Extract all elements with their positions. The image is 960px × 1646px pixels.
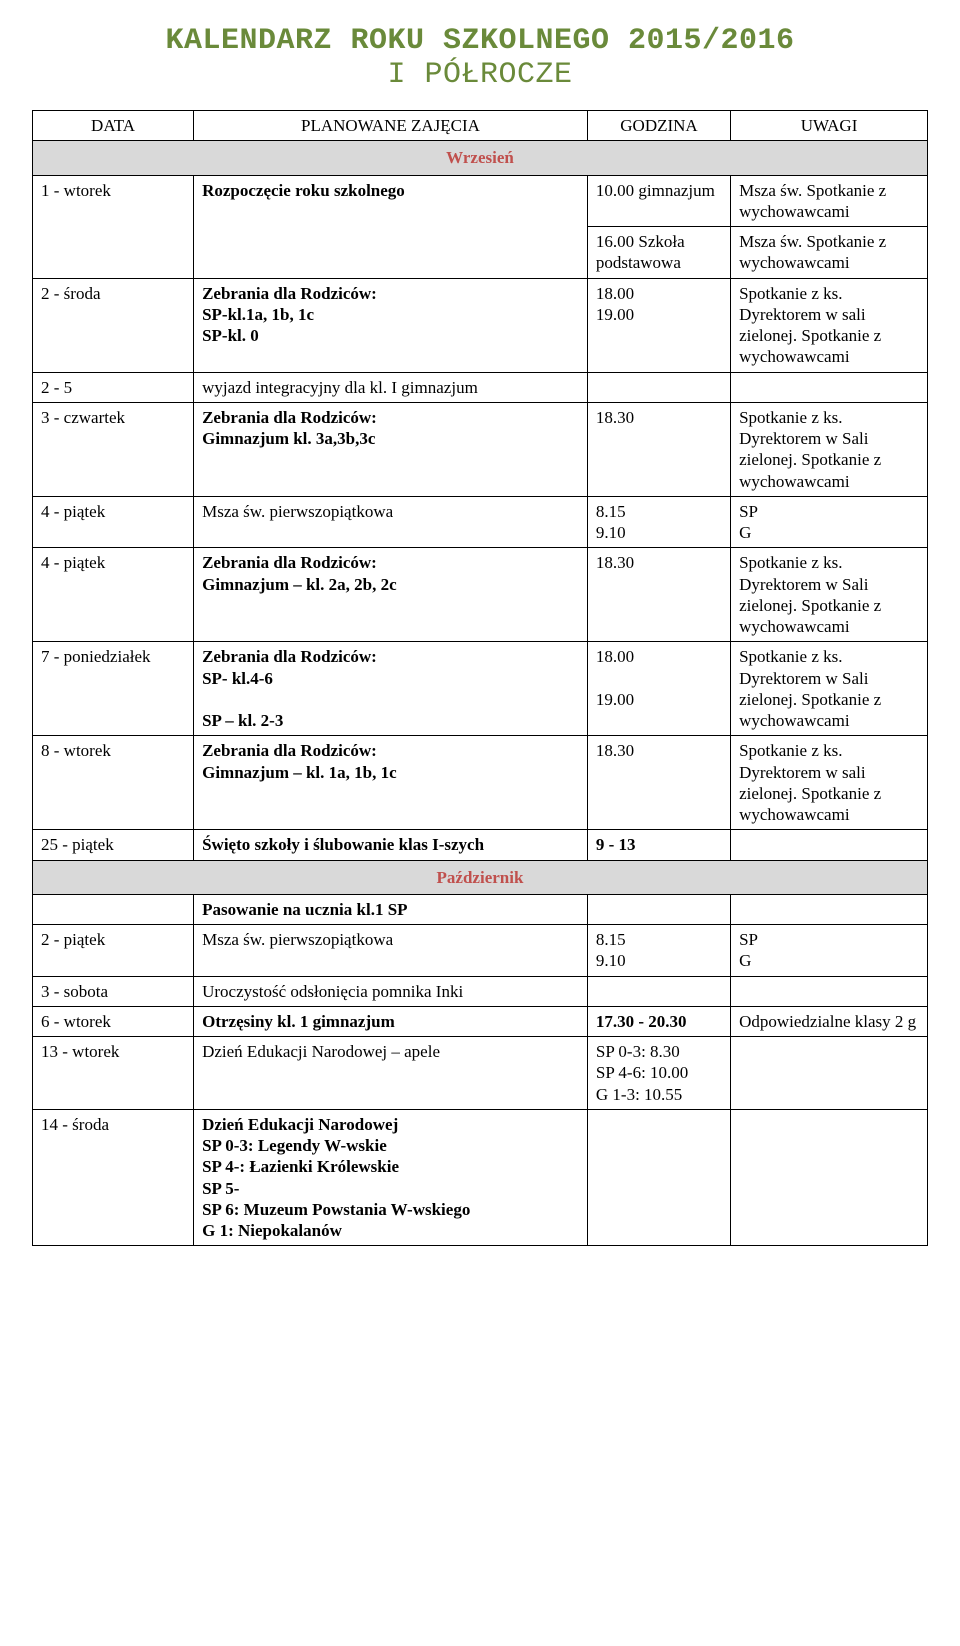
cell-zajecia: Zebrania dla Rodziców: Gimnazjum – kl. 2…	[194, 548, 588, 642]
cell-data	[33, 894, 194, 924]
table-row: 4 - piątek Zebrania dla Rodziców: Gimnaz…	[33, 548, 928, 642]
cell-uwagi: SP G	[731, 925, 928, 977]
table-row: 6 - wtorek Otrzęsiny kl. 1 gimnazjum 17.…	[33, 1006, 928, 1036]
month-pazdziernik: Październik	[33, 860, 928, 894]
cell-godzina: 8.15 9.10	[587, 925, 730, 977]
cell-data: 7 - poniedziałek	[33, 642, 194, 736]
cell-zajecia: Święto szkoły i ślubowanie klas I-szych	[194, 830, 588, 860]
cell-zajecia: Pasowanie na ucznia kl.1 SP	[194, 894, 588, 924]
cell-data: 1 - wtorek	[33, 175, 194, 278]
cell-data: 2 - środa	[33, 278, 194, 372]
table-row: 1 - wtorek Rozpoczęcie roku szkolnego 10…	[33, 175, 928, 227]
cell-godzina	[587, 1109, 730, 1246]
table-row: 8 - wtorek Zebrania dla Rodziców: Gimnaz…	[33, 736, 928, 830]
cell-zajecia: Zebrania dla Rodziców: SP-kl.1a, 1b, 1c …	[194, 278, 588, 372]
cell-zajecia: Msza św. pierwszopiątkowa	[194, 496, 588, 548]
table-row: 7 - poniedziałek Zebrania dla Rodziców: …	[33, 642, 928, 736]
month-label: Październik	[437, 868, 524, 887]
cell-data: 2 - piątek	[33, 925, 194, 977]
cell-godzina: 16.00 Szkoła podstawowa	[587, 227, 730, 279]
cell-data: 6 - wtorek	[33, 1006, 194, 1036]
page-title: KALENDARZ ROKU SZKOLNEGO 2015/2016	[32, 24, 928, 58]
cell-uwagi: SP G	[731, 496, 928, 548]
cell-data: 13 - wtorek	[33, 1037, 194, 1110]
cell-data: 2 - 5	[33, 372, 194, 402]
cell-godzina: 18.00 19.00	[587, 278, 730, 372]
cell-data: 4 - piątek	[33, 496, 194, 548]
cell-godzina	[587, 372, 730, 402]
cell-godzina	[587, 894, 730, 924]
cell-data: 14 - środa	[33, 1109, 194, 1246]
table-row: 3 - sobota Uroczystość odsłonięcia pomni…	[33, 976, 928, 1006]
cell-godzina: 18.30	[587, 736, 730, 830]
cell-godzina: 9 - 13	[587, 830, 730, 860]
cell-uwagi: Spotkanie z ks. Dyrektorem w Sali zielon…	[731, 402, 928, 496]
cell-uwagi: Odpowiedzialne klasy 2 g	[731, 1006, 928, 1036]
calendar-table: DATA PLANOWANE ZAJĘCIA GODZINA UWAGI Wrz…	[32, 110, 928, 1246]
cell-zajecia: Otrzęsiny kl. 1 gimnazjum	[194, 1006, 588, 1036]
cell-data: 4 - piątek	[33, 548, 194, 642]
cell-godzina: 18.00 19.00	[587, 642, 730, 736]
cell-data: 25 - piątek	[33, 830, 194, 860]
table-row: 14 - środa Dzień Edukacji Narodowej SP 0…	[33, 1109, 928, 1246]
table-row: 13 - wtorek Dzień Edukacji Narodowej – a…	[33, 1037, 928, 1110]
cell-uwagi: Spotkanie z ks. Dyrektorem w Sali zielon…	[731, 548, 928, 642]
page-subtitle: I PÓŁROCZE	[32, 58, 928, 92]
cell-data: 3 - czwartek	[33, 402, 194, 496]
cell-godzina: SP 0-3: 8.30 SP 4-6: 10.00 G 1-3: 10.55	[587, 1037, 730, 1110]
cell-uwagi: Spotkanie z ks. Dyrektorem w Sali zielon…	[731, 642, 928, 736]
cell-godzina: 18.30	[587, 548, 730, 642]
header-row: DATA PLANOWANE ZAJĘCIA GODZINA UWAGI	[33, 111, 928, 141]
cell-zajecia: Dzień Edukacji Narodowej – apele	[194, 1037, 588, 1110]
table-row: 2 - 5 wyjazd integracyjny dla kl. I gimn…	[33, 372, 928, 402]
cell-godzina: 18.30	[587, 402, 730, 496]
cell-uwagi	[731, 894, 928, 924]
cell-zajecia: Uroczystość odsłonięcia pomnika Inki	[194, 976, 588, 1006]
cell-zajecia: Dzień Edukacji Narodowej SP 0-3: Legendy…	[194, 1109, 588, 1246]
month-label: Wrzesień	[446, 148, 514, 167]
table-row: 3 - czwartek Zebrania dla Rodziców: Gimn…	[33, 402, 928, 496]
cell-data: 3 - sobota	[33, 976, 194, 1006]
table-row: 2 - środa Zebrania dla Rodziców: SP-kl.1…	[33, 278, 928, 372]
cell-godzina: 17.30 - 20.30	[587, 1006, 730, 1036]
table-row: 25 - piątek Święto szkoły i ślubowanie k…	[33, 830, 928, 860]
cell-data: 8 - wtorek	[33, 736, 194, 830]
cell-uwagi: Msza św. Spotkanie z wychowawcami	[731, 227, 928, 279]
header-data: DATA	[33, 111, 194, 141]
header-zajecia: PLANOWANE ZAJĘCIA	[194, 111, 588, 141]
month-wrzesien: Wrzesień	[33, 141, 928, 175]
table-row: 2 - piątek Msza św. pierwszopiątkowa 8.1…	[33, 925, 928, 977]
cell-uwagi: Msza św. Spotkanie z wychowawcami	[731, 175, 928, 227]
cell-uwagi	[731, 976, 928, 1006]
cell-uwagi: Spotkanie z ks. Dyrektorem w sali zielon…	[731, 278, 928, 372]
table-row: 4 - piątek Msza św. pierwszopiątkowa 8.1…	[33, 496, 928, 548]
cell-zajecia: Msza św. pierwszopiątkowa	[194, 925, 588, 977]
header-godzina: GODZINA	[587, 111, 730, 141]
cell-uwagi	[731, 372, 928, 402]
page-title-block: KALENDARZ ROKU SZKOLNEGO 2015/2016 I PÓŁ…	[32, 24, 928, 92]
cell-uwagi	[731, 830, 928, 860]
cell-zajecia: Rozpoczęcie roku szkolnego	[194, 175, 588, 278]
cell-godzina: 8.15 9.10	[587, 496, 730, 548]
cell-zajecia: Zebrania dla Rodziców: SP- kl.4-6 SP – k…	[194, 642, 588, 736]
table-row: Pasowanie na ucznia kl.1 SP	[33, 894, 928, 924]
cell-uwagi: Spotkanie z ks. Dyrektorem w sali zielon…	[731, 736, 928, 830]
cell-uwagi	[731, 1037, 928, 1110]
header-uwagi: UWAGI	[731, 111, 928, 141]
cell-zajecia: wyjazd integracyjny dla kl. I gimnazjum	[194, 372, 588, 402]
cell-godzina: 10.00 gimnazjum	[587, 175, 730, 227]
cell-zajecia: Zebrania dla Rodziców: Gimnazjum kl. 3a,…	[194, 402, 588, 496]
cell-godzina	[587, 976, 730, 1006]
cell-uwagi	[731, 1109, 928, 1246]
cell-zajecia: Zebrania dla Rodziców: Gimnazjum – kl. 1…	[194, 736, 588, 830]
